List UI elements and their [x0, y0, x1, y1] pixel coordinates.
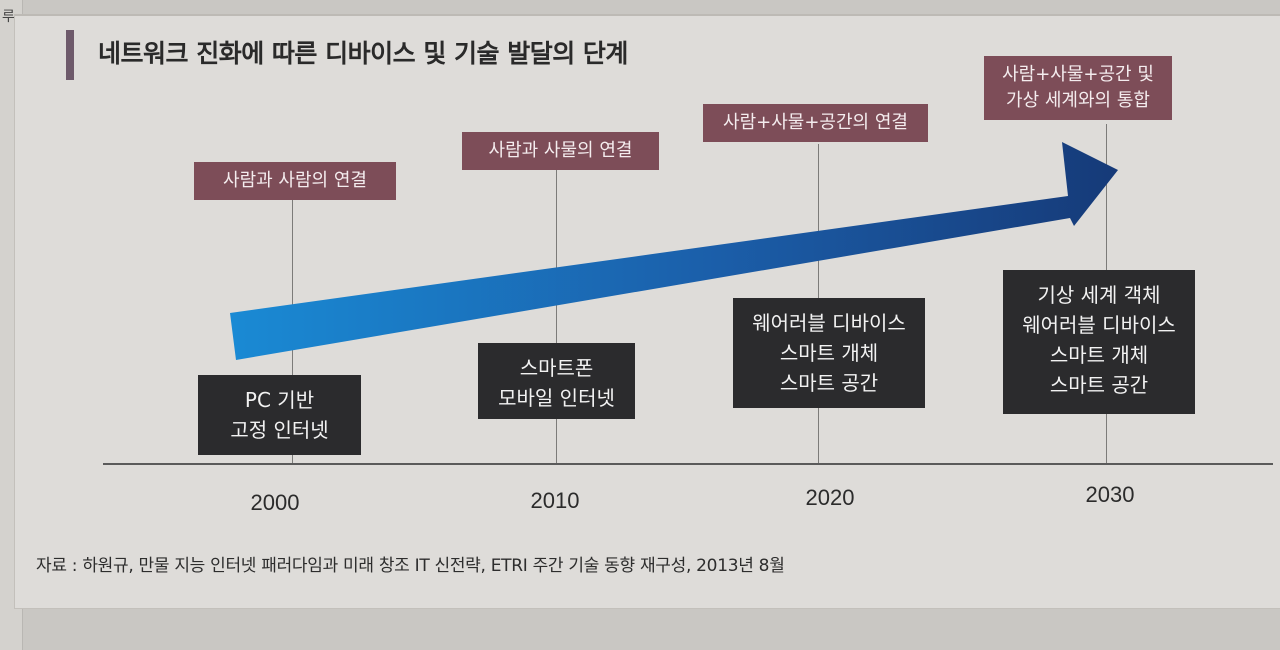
year-label-2030: 2030 — [1085, 482, 1135, 507]
year-label-2010: 2010 — [530, 488, 580, 513]
connection-label-2030: 사람+사물+공간 및 가상 세계와의 통합 — [984, 56, 1172, 120]
device-box-2030: 기상 세계 객체 웨어러블 디바이스 스마트 개체 스마트 공간 — [1003, 270, 1195, 414]
connection-label-2020: 사람+사물+공간의 연결 — [703, 104, 928, 142]
device-box-2020: 웨어러블 디바이스 스마트 개체 스마트 공간 — [733, 298, 925, 408]
connection-label-2010: 사람과 사물의 연결 — [462, 132, 659, 170]
year-label-2000: 2000 — [250, 490, 300, 515]
diagram-title: 네트워크 진화에 따른 디바이스 및 기술 발달의 단계 — [98, 39, 628, 68]
timeline-axis — [103, 463, 1273, 465]
page-edge-text: 루 — [2, 9, 15, 25]
connection-label-2000: 사람과 사람의 연결 — [194, 162, 396, 200]
device-box-2010: 스마트폰 모바일 인터넷 — [478, 343, 635, 419]
device-box-2000: PC 기반 고정 인터넷 — [198, 375, 361, 455]
source-note: 자료 : 하원규, 만물 지능 인터넷 패러다임과 미래 창조 IT 신전략, … — [36, 556, 785, 576]
guide-line-2010 — [556, 170, 557, 464]
year-label-2020: 2020 — [805, 485, 855, 510]
title-accent-bar — [66, 30, 74, 80]
